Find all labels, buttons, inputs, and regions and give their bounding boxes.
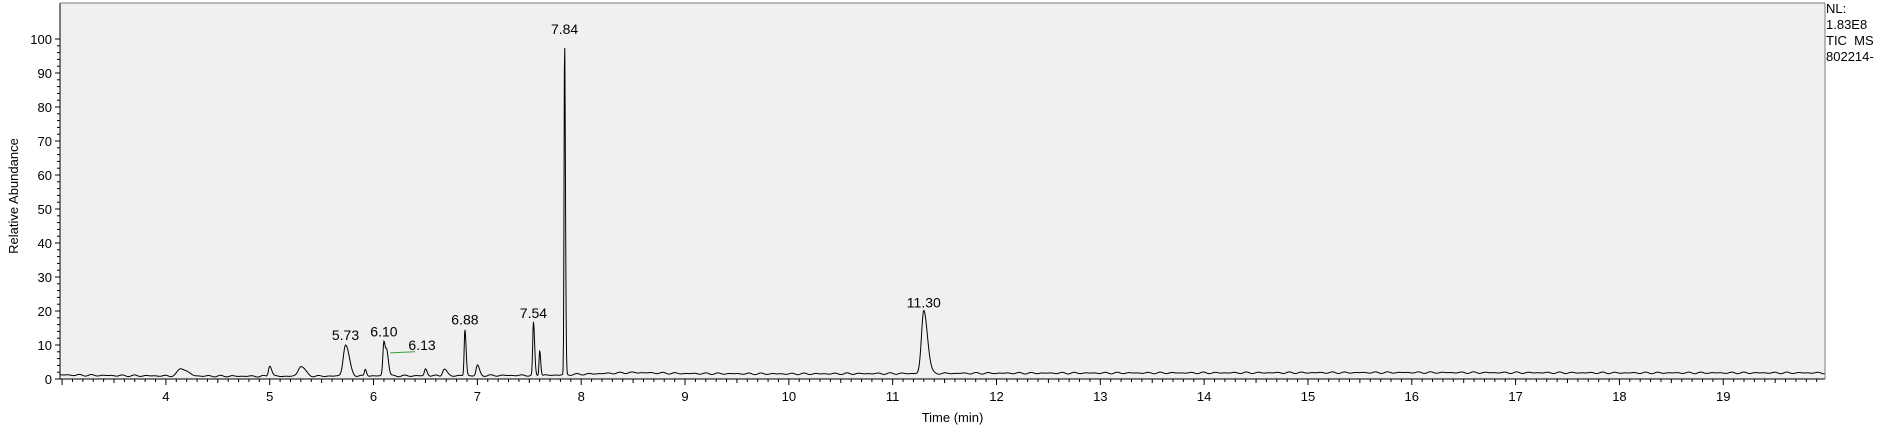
peak-label: 6.10: [370, 324, 397, 340]
y-tick-label: 60: [38, 168, 52, 183]
y-tick-label: 100: [30, 32, 52, 47]
x-tick-label: 18: [1612, 389, 1626, 404]
x-tick-label: 14: [1197, 389, 1211, 404]
x-tick-label: 16: [1405, 389, 1419, 404]
peak-label: 6.13: [408, 337, 435, 353]
y-tick-label: 10: [38, 338, 52, 353]
x-axis-ticks: 4 5 6 7 8 9 10 11 12 13 14 15 16 17 18 19: [61, 379, 1818, 404]
x-tick-label: 15: [1301, 389, 1315, 404]
peak-annotation-line: [390, 351, 416, 354]
y-axis-ticks: 0 10 20 30 40 50 60 70 80 90 100: [30, 32, 60, 387]
info-nl-label: NL:: [1826, 1, 1846, 16]
y-tick-label: 50: [38, 202, 52, 217]
plot-area: [60, 3, 1825, 379]
x-tick-label: 9: [681, 389, 688, 404]
peak-label: 7.84: [551, 21, 578, 37]
x-axis-title: Time (min): [922, 410, 984, 425]
peak-label: 11.30: [907, 295, 941, 311]
x-tick-label: 10: [782, 389, 796, 404]
x-tick-label: 8: [578, 389, 585, 404]
y-tick-label: 30: [38, 270, 52, 285]
y-tick-label: 40: [38, 236, 52, 251]
y-axis-title: Relative Abundance: [6, 138, 21, 254]
info-file-name: 802214-: [1826, 49, 1874, 64]
x-tick-label: 12: [989, 389, 1003, 404]
peak-labels: 5.73 6.10 6.13 6.88 7.54 7.84 11.30: [332, 21, 941, 353]
x-tick-label: 5: [266, 389, 273, 404]
x-tick-label: 13: [1093, 389, 1107, 404]
tic-trace: [59, 47, 1826, 378]
x-tick-label: 6: [370, 389, 377, 404]
peak-label: 6.88: [451, 312, 478, 328]
y-tick-label: 90: [38, 66, 52, 81]
info-nl-value: 1.83E8: [1826, 17, 1867, 32]
info-scan-type: TIC MS: [1826, 33, 1874, 48]
peak-label: 5.73: [332, 327, 359, 343]
x-tick-label: 11: [886, 389, 900, 404]
y-tick-label: 20: [38, 304, 52, 319]
y-tick-label: 70: [38, 134, 52, 149]
x-tick-label: 19: [1716, 389, 1730, 404]
x-tick-label: 4: [162, 389, 169, 404]
y-tick-label: 80: [38, 100, 52, 115]
peak-label: 7.54: [520, 305, 547, 321]
x-tick-label: 7: [474, 389, 481, 404]
x-tick-label: 17: [1508, 389, 1522, 404]
y-tick-label: 0: [45, 372, 52, 387]
